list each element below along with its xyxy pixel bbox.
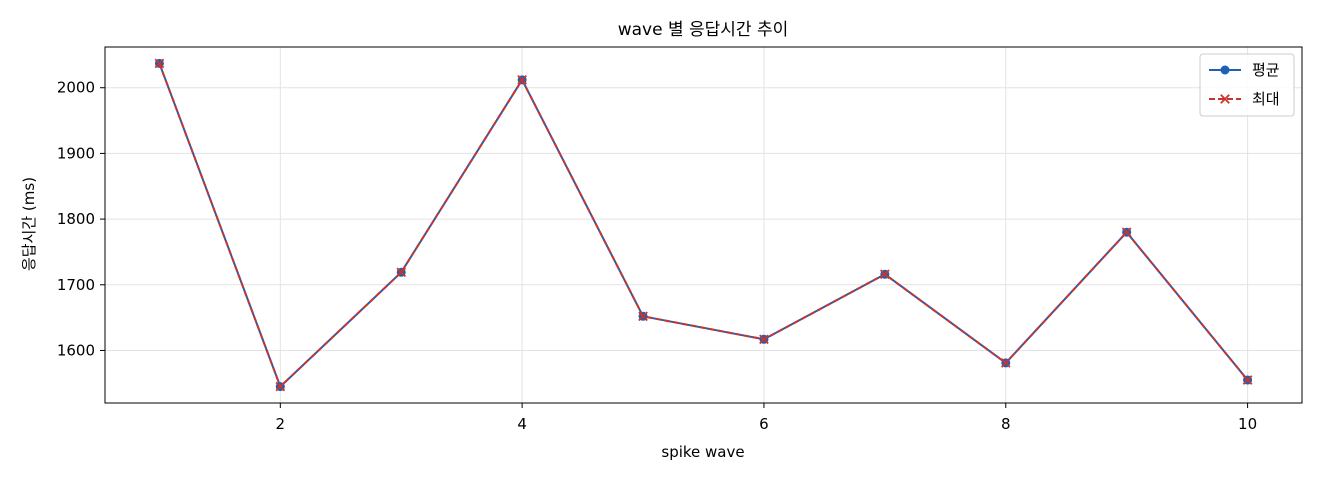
series-2-point xyxy=(638,311,648,322)
series-2-point xyxy=(275,381,286,392)
legend-label: 평균 xyxy=(1252,61,1280,79)
series-2-point xyxy=(880,269,890,280)
x-axis-label: spike wave xyxy=(661,443,744,461)
x-tick-label: 6 xyxy=(759,415,769,433)
y-axis-label: 응답시간 (ms) xyxy=(20,177,38,271)
x-tick-label: 10 xyxy=(1238,415,1257,433)
series-1-line xyxy=(158,63,1249,388)
legend-marker xyxy=(1220,65,1230,75)
x-tick-label: 8 xyxy=(1001,415,1011,433)
x-tick-label: 4 xyxy=(517,415,527,433)
y-tick-label: 1800 xyxy=(57,210,95,228)
plot-area xyxy=(104,46,1303,404)
y-tick-label: 1600 xyxy=(57,341,95,359)
series-2-point xyxy=(1121,227,1132,238)
y-tick-label: 1700 xyxy=(57,276,95,294)
series-2-line xyxy=(158,63,1249,388)
series-layer xyxy=(154,58,1253,392)
series-2-point xyxy=(1242,375,1253,385)
x-tick-label: 2 xyxy=(276,415,286,433)
series-2-point xyxy=(517,75,527,85)
legend-label: 최대 xyxy=(1252,90,1280,108)
chart-title: wave 별 응답시간 추이 xyxy=(618,20,789,40)
axis-ticks: 2 4 6 8 10 1600 1700 1800 1900 2000 xyxy=(57,79,1257,433)
legend-marker xyxy=(1220,94,1230,104)
grid-layer xyxy=(105,47,1302,403)
series-2-point xyxy=(396,267,407,278)
series-2-point xyxy=(1000,358,1011,368)
y-tick-label: 2000 xyxy=(57,79,95,97)
series-2-point xyxy=(154,58,165,69)
y-tick-label: 1900 xyxy=(57,144,95,162)
series-2-point xyxy=(759,334,769,345)
legend-box xyxy=(1199,53,1295,117)
